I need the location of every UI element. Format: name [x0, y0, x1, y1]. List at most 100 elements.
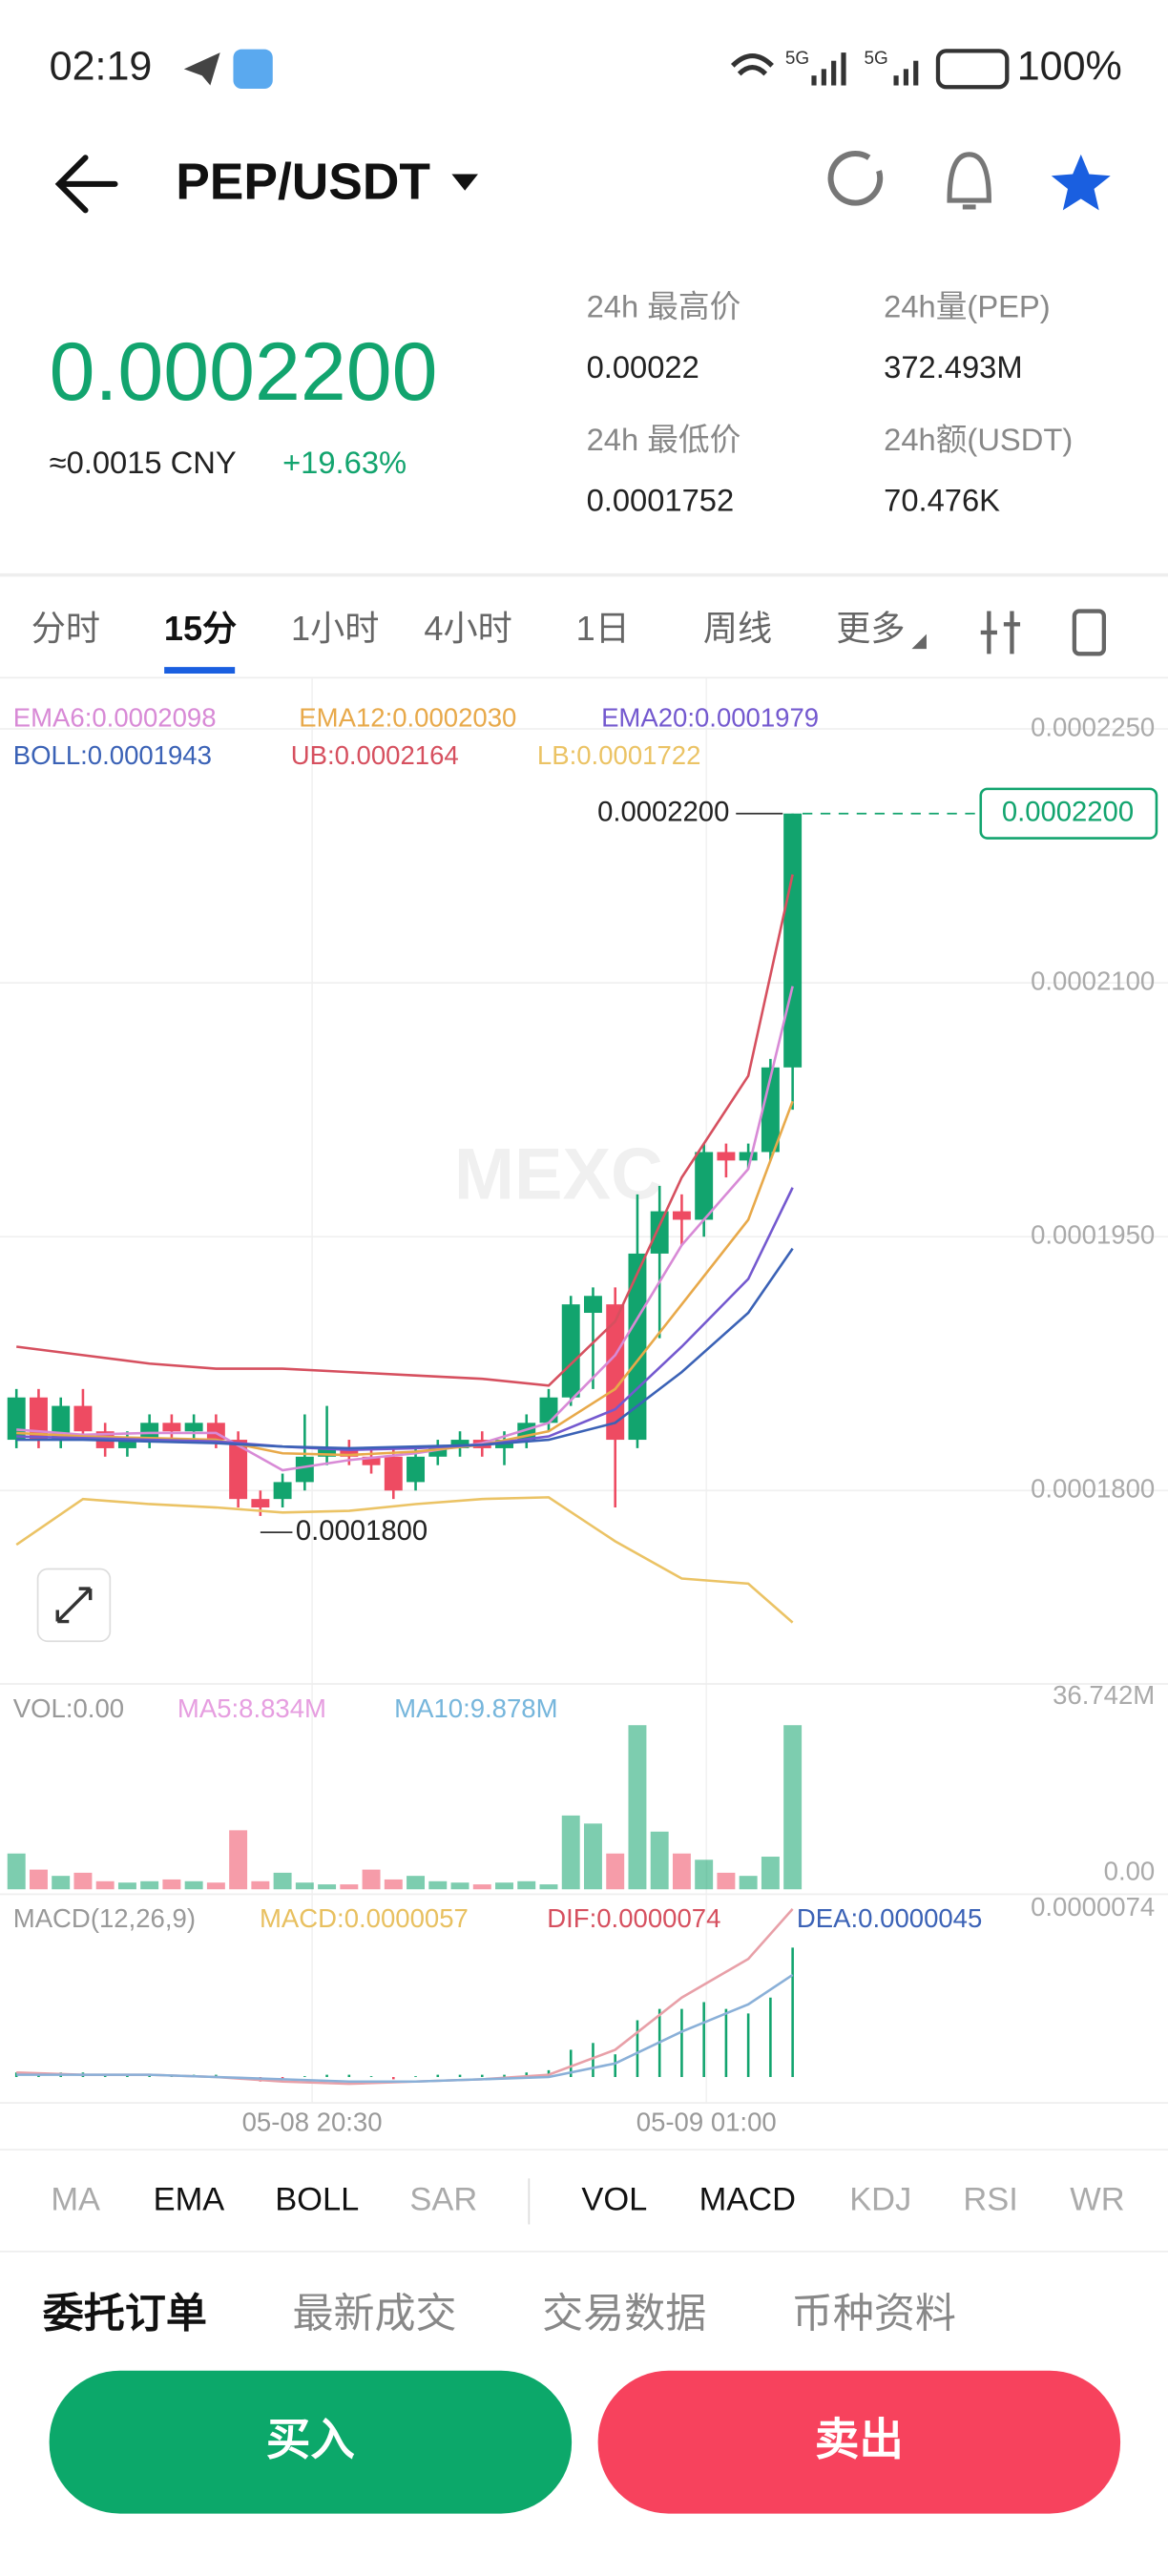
- candle-body: [428, 1447, 448, 1457]
- volume-bar: [628, 1725, 647, 1890]
- indicator-tab[interactable]: WR: [1070, 2181, 1124, 2217]
- stat-label: 24h量(PEP): [884, 288, 1050, 323]
- tab[interactable]: 更多: [836, 609, 905, 648]
- bottom-tab[interactable]: 交易数据: [542, 2291, 706, 2337]
- indicator-tab[interactable]: MA: [51, 2181, 100, 2217]
- weather-icon: [233, 49, 273, 89]
- vol-legend: MA5:8.834M: [177, 1693, 326, 1723]
- candle-body: [229, 1440, 248, 1500]
- stat-label: 24h 最高价: [587, 288, 741, 323]
- sell-button[interactable]: [597, 2370, 1121, 2514]
- candle-body: [717, 1152, 736, 1161]
- legend-entry: UB:0.0002164: [291, 740, 459, 770]
- volume-bar: [584, 1823, 602, 1890]
- bottom-tabs: 委托订单 最新成交 交易数据 币种资料: [43, 2291, 956, 2337]
- candle-body: [362, 1456, 381, 1465]
- stat-value: 70.476K: [884, 483, 1000, 518]
- macd-legend: MACD(12,26,9): [13, 1903, 196, 1933]
- candle-body: [384, 1456, 403, 1491]
- indicator-tab[interactable]: SAR: [409, 2181, 477, 2217]
- tab[interactable]: 分时: [31, 609, 100, 648]
- bottom-tab-active[interactable]: 委托订单: [43, 2291, 207, 2337]
- volume-bar: [273, 1872, 292, 1890]
- volume-bar: [739, 1876, 758, 1890]
- candle-body: [539, 1397, 558, 1423]
- volume-bar: [318, 1884, 337, 1890]
- back-button[interactable]: [54, 155, 118, 214]
- candle-body: [117, 1440, 136, 1448]
- more-caret: [911, 634, 927, 650]
- legend-entry: BOLL:0.0001943: [13, 740, 212, 770]
- favorite-star[interactable]: [1051, 154, 1111, 211]
- settings-icon[interactable]: [980, 611, 1021, 654]
- indicator-line: [16, 1100, 794, 1457]
- divider: [0, 572, 1168, 577]
- volume-bar: [472, 1884, 491, 1890]
- pair-dropdown[interactable]: [451, 174, 478, 191]
- time-label: 05-08 20:30: [242, 2108, 383, 2137]
- y-tick-label: 0.0002250: [1031, 712, 1155, 741]
- legend-entry: EMA20:0.0001979: [601, 702, 819, 732]
- buy-label: 买入: [266, 2415, 355, 2464]
- volume-bar: [140, 1880, 159, 1890]
- volume-bar: [407, 1876, 426, 1890]
- indicator-line: [16, 874, 794, 1387]
- indicator-tab[interactable]: BOLL: [275, 2181, 359, 2217]
- volume-bar: [362, 1869, 381, 1890]
- candle-body: [672, 1211, 691, 1220]
- indicator-tab[interactable]: MACD: [699, 2181, 796, 2217]
- dea-line: [16, 1973, 794, 2084]
- stat-label: 24h 最低价: [587, 422, 741, 457]
- candle-body: [73, 1405, 93, 1432]
- indicator-tab[interactable]: VOL: [581, 2181, 647, 2217]
- vol-tick-label: 0.00: [1104, 1856, 1156, 1885]
- net-label: 5G: [865, 49, 888, 69]
- candle-body: [561, 1304, 580, 1398]
- candle-body: [650, 1211, 669, 1254]
- pair-title[interactable]: PEP/USDT: [176, 155, 430, 211]
- bottom-tab[interactable]: 最新成交: [292, 2291, 456, 2337]
- bottom-tab[interactable]: 币种资料: [792, 2291, 956, 2337]
- divider: [0, 2149, 1168, 2151]
- volume-bar: [495, 1882, 513, 1890]
- bell-icon[interactable]: [947, 152, 991, 210]
- indicator-tab[interactable]: RSI: [963, 2181, 1017, 2217]
- indicator-tab[interactable]: EMA: [154, 2181, 225, 2217]
- indicator-tab[interactable]: KDJ: [849, 2181, 911, 2217]
- tab-active[interactable]: 15分: [164, 609, 237, 648]
- tab[interactable]: 1日: [576, 609, 630, 648]
- copy-icon[interactable]: [1072, 609, 1107, 656]
- divider: [0, 676, 1168, 679]
- volume-bar: [695, 1859, 714, 1890]
- divider: [0, 2251, 1168, 2253]
- candle-body: [140, 1423, 159, 1441]
- expand-icon: [55, 1587, 93, 1624]
- volume-bar: [761, 1857, 780, 1890]
- candle-body: [295, 1456, 314, 1483]
- tab[interactable]: 周线: [703, 609, 772, 648]
- interval-tabs: 分时 15分 1小时 4小时 1日 周线 更多: [31, 609, 906, 648]
- candle-body: [450, 1440, 469, 1448]
- tab[interactable]: 1小时: [291, 609, 379, 648]
- cny-price: ≈0.0015 CNY: [50, 445, 237, 480]
- indicator-line: [15, 1496, 794, 1624]
- stat-value: 0.00022: [587, 349, 699, 384]
- clock: 02:19: [50, 44, 153, 90]
- candle-body: [783, 813, 803, 1068]
- volume-bar: [606, 1853, 625, 1890]
- indicator-line: [16, 986, 794, 1472]
- high-label: 0.0002200: [597, 797, 729, 827]
- tab[interactable]: 4小时: [424, 609, 511, 648]
- candle-body: [29, 1397, 48, 1441]
- buy-button[interactable]: [49, 2370, 573, 2514]
- indicator-tabs: MA EMA BOLL SAR VOL MACD KDJ RSI WR: [51, 2181, 1124, 2217]
- volume-bar: [29, 1869, 48, 1890]
- indicator-line: [16, 1247, 794, 1450]
- refresh-icon[interactable]: [827, 150, 884, 206]
- stat-label: 24h额(USDT): [884, 422, 1073, 457]
- low-label: 0.0001800: [296, 1516, 428, 1547]
- volume-bar: [251, 1880, 270, 1890]
- volume-bar: [517, 1880, 536, 1890]
- macd-tick-label: 0.0000074: [1031, 1892, 1155, 1922]
- indicator-line: [16, 1187, 794, 1452]
